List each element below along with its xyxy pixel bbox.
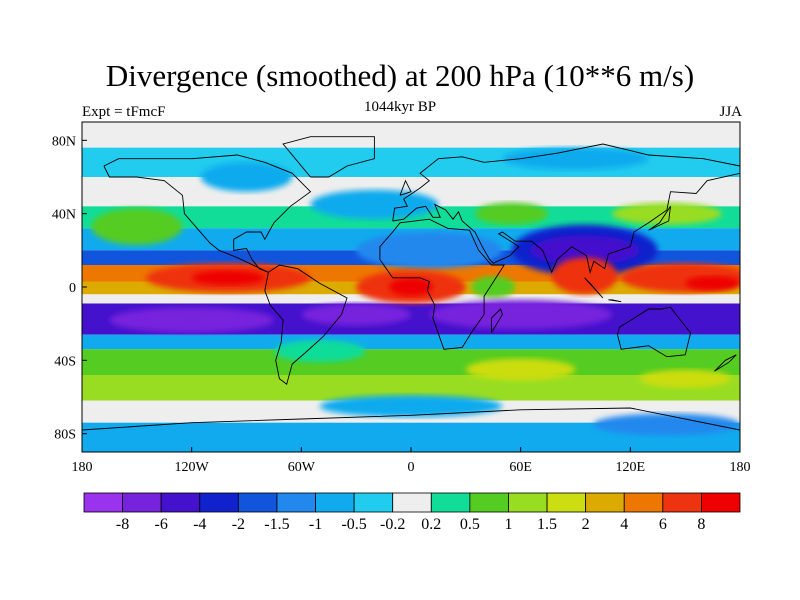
field-blob xyxy=(200,162,293,192)
x-tick-label: 0 xyxy=(408,460,415,475)
colorbar-label: -1.5 xyxy=(264,516,289,533)
x-tick-label: 120E xyxy=(616,460,646,475)
experiment-label: Expt = tFmcF xyxy=(82,104,166,120)
field-blob xyxy=(389,277,433,297)
colorbar-box xyxy=(353,492,394,513)
field-blob xyxy=(593,413,740,436)
colorbar-box xyxy=(122,492,162,513)
field-band xyxy=(82,122,740,148)
field-blob xyxy=(502,147,649,170)
field-blob xyxy=(273,340,366,363)
colorbar-label: 0.5 xyxy=(460,516,480,533)
field-blob xyxy=(639,369,731,388)
field-blob xyxy=(319,395,503,418)
coastline xyxy=(608,299,622,303)
field-blob xyxy=(685,276,740,291)
colorbar-box xyxy=(469,492,509,513)
colorbar-box xyxy=(392,492,432,513)
field-band xyxy=(82,349,740,375)
coastline xyxy=(617,306,692,358)
colorbar-box xyxy=(276,492,316,513)
colorbar-box xyxy=(546,492,587,513)
colorbar-label: 8 xyxy=(697,516,705,533)
y-tick-label: 40S xyxy=(54,354,76,369)
field-band xyxy=(82,206,740,229)
colorbar-label: 1.5 xyxy=(537,516,557,533)
colorbar-label: 1 xyxy=(504,516,512,533)
coastline xyxy=(103,154,312,273)
colorbar-label: 4 xyxy=(620,516,628,533)
colorbar-label: 0.2 xyxy=(421,516,441,533)
coastline xyxy=(379,218,506,350)
time-label: 1044kyr BP xyxy=(363,99,437,115)
coastline xyxy=(648,206,671,231)
colorbar-box xyxy=(83,492,123,513)
colorbar-label: -0.5 xyxy=(341,516,366,533)
colorbar-box xyxy=(430,492,471,513)
colorbar-box xyxy=(199,492,239,513)
colorbar-box xyxy=(160,492,201,513)
x-tick-label: 60W xyxy=(288,460,316,475)
field-blob xyxy=(474,202,549,225)
y-tick-label: 40N xyxy=(52,208,76,223)
x-tick-label: 180 xyxy=(72,460,93,475)
coastline xyxy=(264,264,348,385)
colorbar-box xyxy=(701,492,741,513)
colorbar-label: -0.2 xyxy=(380,516,405,533)
field-blob xyxy=(529,235,640,265)
colorbar-box xyxy=(315,492,355,513)
field-blob xyxy=(109,307,274,333)
colorbar-box xyxy=(508,492,548,513)
colorbar-label: -1 xyxy=(309,516,322,533)
colorbar-box xyxy=(662,492,702,513)
colorbar-label: -8 xyxy=(116,516,129,533)
y-tick-label: 0 xyxy=(69,281,76,296)
colorbar-box xyxy=(237,492,278,513)
colorbar-label: 2 xyxy=(582,516,590,533)
y-tick-label: 80S xyxy=(54,428,76,443)
field-blob xyxy=(356,232,503,269)
colorbar-label: 6 xyxy=(659,516,667,533)
field-blob xyxy=(471,276,516,298)
coastline xyxy=(584,277,604,299)
x-tick-label: 180 xyxy=(730,460,751,475)
field-blob xyxy=(465,358,576,381)
field-blob xyxy=(429,299,613,330)
colorbar-label: -4 xyxy=(193,516,206,533)
field-band xyxy=(82,334,740,350)
field-blob xyxy=(551,257,618,295)
coastline xyxy=(714,354,737,372)
colorbar-box xyxy=(623,492,664,513)
coastline xyxy=(282,136,375,178)
colorbar-box xyxy=(585,492,625,513)
coastline xyxy=(82,407,740,431)
x-tick-label: 60E xyxy=(509,460,532,475)
field-blob xyxy=(191,270,265,286)
y-axis: 80N 40N 0 40S 80S xyxy=(52,134,87,443)
x-tick-label: 120W xyxy=(175,460,210,475)
field-blob xyxy=(301,303,411,326)
colorbar: -8 -6 -4 -2 -1.5 -1 -0.5 -0.2 0.2 0.5 1 1.5 2 4 6 8 xyxy=(83,492,741,533)
x-axis: 180 120W 60W 0 60E 120E 180 xyxy=(72,447,751,475)
colorbar-label: -2 xyxy=(232,516,245,533)
y-tick-label: 80N xyxy=(52,134,76,149)
coastline xyxy=(392,143,740,274)
chart-title: Divergence (smoothed) at 200 hPa (10**6 … xyxy=(105,58,695,93)
field-blob xyxy=(91,208,183,245)
field-layer xyxy=(82,122,740,452)
coastlines xyxy=(82,136,740,431)
field-blob xyxy=(310,189,439,220)
coastline xyxy=(490,308,503,334)
field-blob xyxy=(612,202,722,225)
coastline xyxy=(399,179,412,196)
colorbar-label: -6 xyxy=(155,516,168,533)
season-label: JJA xyxy=(719,104,742,120)
